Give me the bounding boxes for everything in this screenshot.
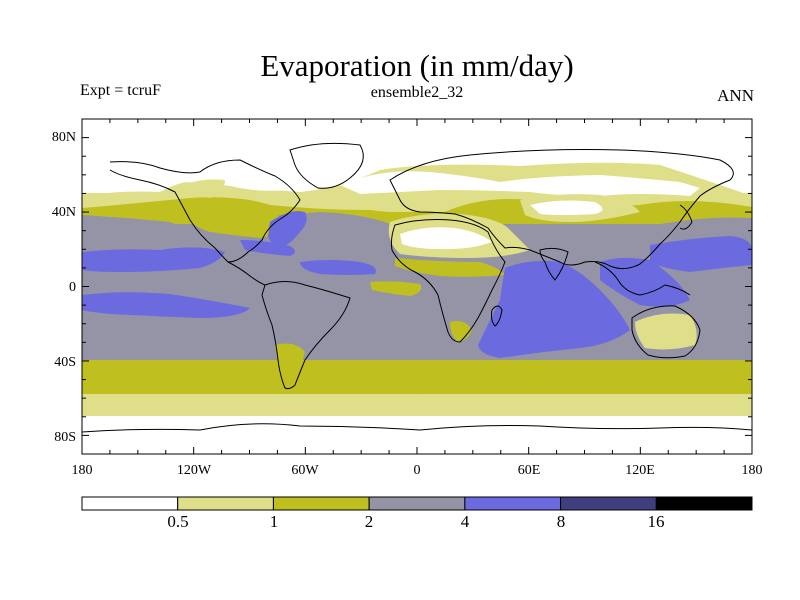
southeast-asia-coast bbox=[594, 261, 691, 296]
colorbar-swatch bbox=[272, 496, 370, 511]
west-pacific-blue bbox=[650, 236, 752, 272]
india-coast bbox=[539, 247, 569, 281]
colorbar-swatch bbox=[464, 496, 562, 511]
maritime-blue bbox=[600, 257, 690, 307]
central-asia-white bbox=[530, 200, 603, 215]
greenland-coast bbox=[289, 142, 364, 189]
ensemble-label: ensemble2_32 bbox=[370, 84, 464, 101]
southern-ocean-olive-wave bbox=[82, 361, 752, 394]
colorbar-swatch bbox=[368, 496, 466, 511]
period-label: ANN bbox=[717, 86, 754, 105]
lon-label-180e: 180 bbox=[742, 463, 763, 478]
north-atlantic-blue bbox=[300, 260, 376, 275]
lon-label-60w: 60W bbox=[291, 463, 319, 478]
lat-label-40s: 40S bbox=[54, 355, 76, 370]
south-pacific-blue bbox=[82, 292, 250, 318]
central-america-coast bbox=[227, 261, 266, 286]
lat-label-80n: 80N bbox=[52, 130, 76, 145]
colorbar-labels: 0.5 1 2 4 8 16 bbox=[167, 512, 664, 531]
north-pacific-blue bbox=[82, 247, 225, 272]
australia-khaki bbox=[635, 313, 697, 350]
eurasia-coast bbox=[389, 149, 734, 270]
colorbar-label-2: 2 bbox=[365, 512, 374, 531]
north-america-olive bbox=[180, 203, 290, 238]
map-field bbox=[82, 119, 752, 454]
caribbean-blue bbox=[240, 240, 295, 256]
colorbar-label-8: 8 bbox=[557, 512, 566, 531]
indian-ocean-blue bbox=[478, 260, 630, 358]
colorbar bbox=[81, 496, 753, 511]
siberia-white bbox=[340, 171, 700, 196]
antarctica-coast bbox=[81, 423, 753, 433]
madagascar-coast bbox=[490, 305, 503, 327]
lat-labels: 80N 40N 0 40S 80S bbox=[52, 130, 76, 445]
experiment-label: Expt = tcruF bbox=[80, 82, 162, 99]
lon-labels: 180 120W 60W 0 60E 120E 180 bbox=[72, 463, 763, 478]
lat-label-40n: 40N bbox=[52, 205, 76, 220]
lon-label-120e: 120E bbox=[625, 463, 655, 478]
chart-title: Evaporation (in mm/day) bbox=[260, 48, 574, 83]
coastlines bbox=[81, 142, 753, 433]
lon-label-0: 0 bbox=[414, 463, 421, 478]
australia-coast bbox=[631, 305, 701, 359]
colorbar-swatch bbox=[560, 496, 657, 511]
colorbar-label-1: 1 bbox=[270, 512, 279, 531]
lon-label-120w: 120W bbox=[177, 463, 212, 478]
canada-white bbox=[170, 166, 290, 191]
sahel-olive bbox=[395, 258, 505, 277]
colorbar-swatch bbox=[177, 496, 274, 511]
sahara-white-core bbox=[400, 227, 492, 250]
colorbar-swatch bbox=[81, 496, 179, 511]
south-america-coast bbox=[261, 281, 351, 390]
east-pacific-olive bbox=[370, 281, 422, 296]
colorbar-label-0-5: 0.5 bbox=[167, 512, 188, 531]
lon-label-60e: 60E bbox=[518, 463, 541, 478]
africa-coast bbox=[390, 219, 506, 343]
colorbar-swatch bbox=[655, 496, 753, 511]
southern-ocean-khaki-wave bbox=[82, 394, 752, 416]
north-america-coast bbox=[109, 159, 301, 263]
lat-label-80s: 80S bbox=[54, 430, 76, 445]
lat-label-0: 0 bbox=[69, 280, 76, 295]
japan-coast bbox=[679, 204, 693, 230]
axis-ticks bbox=[81, 118, 753, 455]
lon-label-180w: 180 bbox=[72, 463, 93, 478]
south-africa-olive bbox=[450, 321, 472, 342]
colorbar-label-16: 16 bbox=[648, 512, 665, 531]
rockies-khaki bbox=[185, 179, 225, 198]
colorbar-label-4: 4 bbox=[461, 512, 470, 531]
